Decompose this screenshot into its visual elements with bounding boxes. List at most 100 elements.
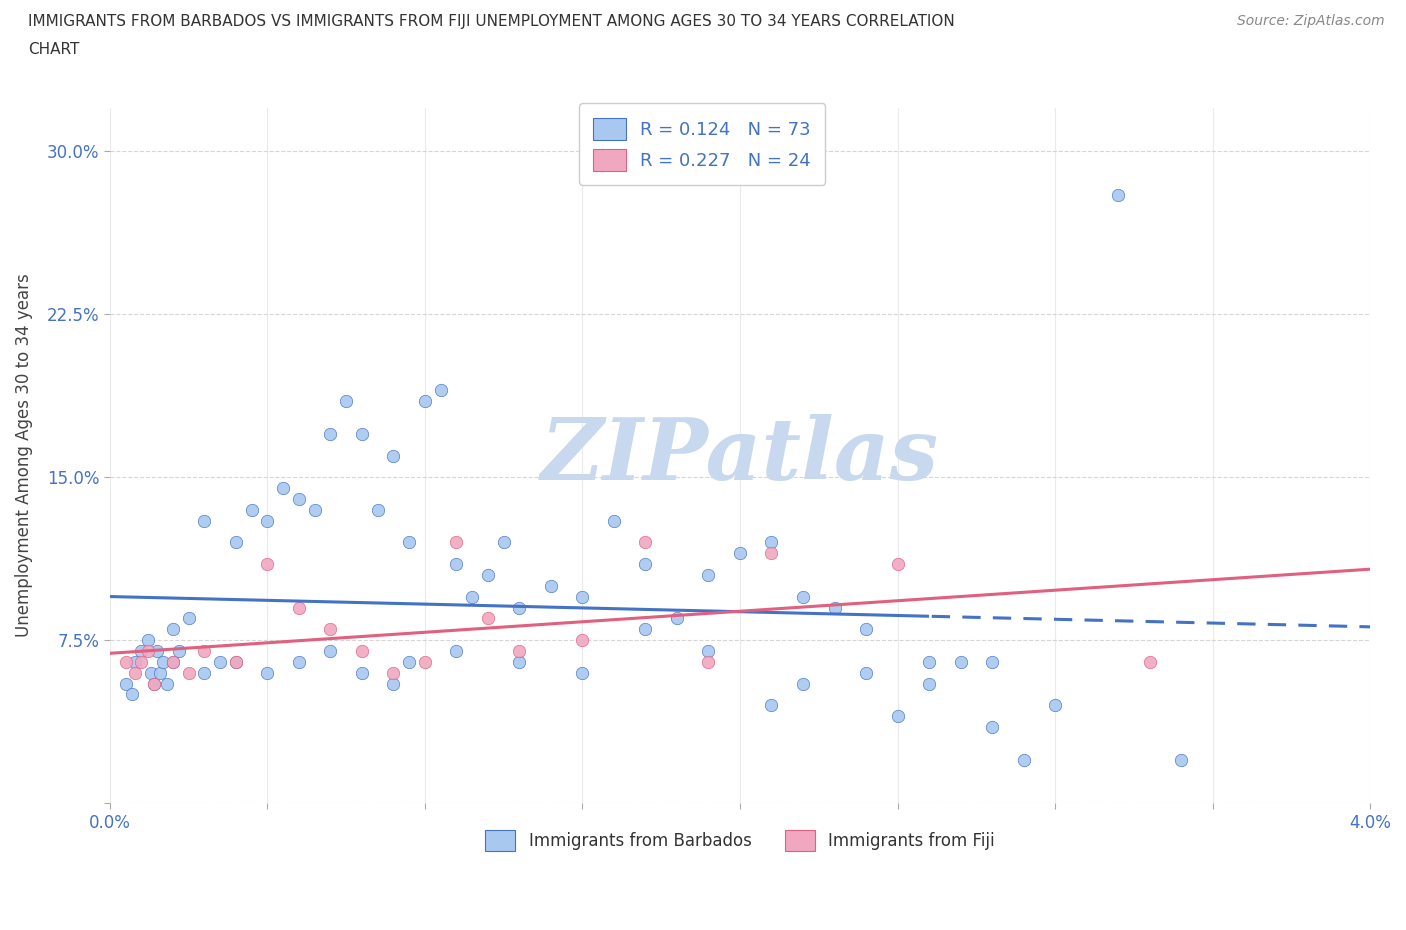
Point bbox=[398, 655, 420, 670]
Point bbox=[124, 655, 146, 670]
Point bbox=[382, 448, 405, 463]
Point bbox=[761, 698, 783, 712]
Point bbox=[949, 655, 972, 670]
Point bbox=[304, 502, 326, 517]
Point bbox=[136, 632, 159, 647]
Point bbox=[382, 676, 405, 691]
Point bbox=[413, 655, 436, 670]
Point bbox=[446, 535, 468, 550]
Point bbox=[152, 655, 174, 670]
Point bbox=[177, 611, 200, 626]
Point bbox=[603, 513, 626, 528]
Point bbox=[367, 502, 389, 517]
Point bbox=[167, 644, 190, 658]
Text: Source: ZipAtlas.com: Source: ZipAtlas.com bbox=[1237, 14, 1385, 28]
Point bbox=[477, 567, 499, 582]
Point bbox=[288, 492, 311, 507]
Point bbox=[177, 665, 200, 680]
Point bbox=[728, 546, 751, 561]
Point bbox=[824, 600, 846, 615]
Text: IMMIGRANTS FROM BARBADOS VS IMMIGRANTS FROM FIJI UNEMPLOYMENT AMONG AGES 30 TO 3: IMMIGRANTS FROM BARBADOS VS IMMIGRANTS F… bbox=[28, 14, 955, 29]
Point bbox=[193, 513, 215, 528]
Point bbox=[209, 655, 232, 670]
Point bbox=[855, 622, 877, 637]
Point bbox=[981, 720, 1004, 735]
Point bbox=[571, 665, 593, 680]
Point bbox=[162, 655, 184, 670]
Point bbox=[855, 665, 877, 680]
Point bbox=[634, 535, 657, 550]
Point bbox=[162, 655, 184, 670]
Point bbox=[131, 644, 153, 658]
Point bbox=[508, 655, 530, 670]
Point bbox=[114, 655, 136, 670]
Point bbox=[886, 709, 908, 724]
Point bbox=[634, 622, 657, 637]
Point bbox=[918, 676, 941, 691]
Text: ZIPatlas: ZIPatlas bbox=[541, 414, 939, 498]
Point bbox=[461, 590, 484, 604]
Point bbox=[350, 644, 373, 658]
Point bbox=[121, 687, 143, 702]
Point bbox=[918, 655, 941, 670]
Point bbox=[571, 632, 593, 647]
Point bbox=[666, 611, 689, 626]
Point bbox=[1139, 655, 1161, 670]
Point bbox=[540, 578, 562, 593]
Point bbox=[225, 655, 247, 670]
Point bbox=[792, 676, 814, 691]
Point bbox=[271, 481, 294, 496]
Point bbox=[508, 600, 530, 615]
Point bbox=[981, 655, 1004, 670]
Point bbox=[124, 665, 146, 680]
Point bbox=[697, 644, 720, 658]
Y-axis label: Unemployment Among Ages 30 to 34 years: Unemployment Among Ages 30 to 34 years bbox=[15, 273, 32, 637]
Point bbox=[398, 535, 420, 550]
Point bbox=[492, 535, 515, 550]
Point bbox=[413, 393, 436, 408]
Point bbox=[149, 665, 172, 680]
Point bbox=[1012, 752, 1035, 767]
Point bbox=[1107, 188, 1129, 203]
Point bbox=[446, 557, 468, 572]
Point bbox=[256, 513, 278, 528]
Point bbox=[256, 665, 278, 680]
Point bbox=[1170, 752, 1192, 767]
Point bbox=[193, 644, 215, 658]
Point bbox=[697, 655, 720, 670]
Point bbox=[143, 676, 166, 691]
Point bbox=[225, 535, 247, 550]
Point bbox=[193, 665, 215, 680]
Point bbox=[792, 590, 814, 604]
Point bbox=[256, 557, 278, 572]
Point bbox=[350, 426, 373, 441]
Point bbox=[477, 611, 499, 626]
Point bbox=[761, 546, 783, 561]
Point bbox=[1043, 698, 1066, 712]
Point bbox=[886, 557, 908, 572]
Point bbox=[131, 655, 153, 670]
Point bbox=[508, 644, 530, 658]
Point bbox=[319, 426, 342, 441]
Point bbox=[143, 676, 166, 691]
Point bbox=[429, 383, 451, 398]
Point bbox=[139, 665, 162, 680]
Point bbox=[697, 567, 720, 582]
Point bbox=[319, 622, 342, 637]
Point bbox=[136, 644, 159, 658]
Point bbox=[350, 665, 373, 680]
Point bbox=[319, 644, 342, 658]
Point bbox=[288, 655, 311, 670]
Point bbox=[288, 600, 311, 615]
Point bbox=[162, 622, 184, 637]
Point bbox=[761, 535, 783, 550]
Point bbox=[114, 676, 136, 691]
Point bbox=[335, 393, 357, 408]
Point bbox=[240, 502, 263, 517]
Point bbox=[146, 644, 169, 658]
Point bbox=[634, 557, 657, 572]
Point bbox=[571, 590, 593, 604]
Point bbox=[156, 676, 179, 691]
Point bbox=[382, 665, 405, 680]
Point bbox=[225, 655, 247, 670]
